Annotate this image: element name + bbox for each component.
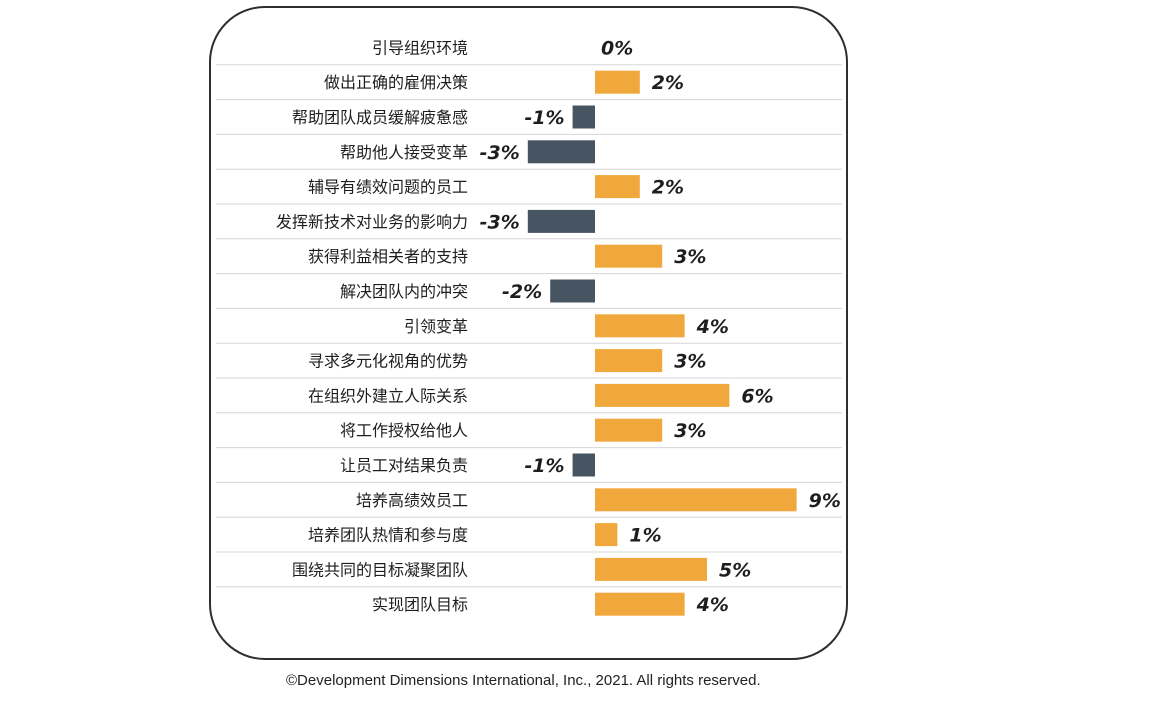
value-label: -3% — [480, 211, 520, 233]
category-label: 获得利益相关者的支持 — [308, 247, 468, 266]
bar — [595, 244, 663, 268]
value-label: -3% — [480, 142, 520, 164]
category-label: 发挥新技术对业务的影响力 — [276, 212, 468, 231]
category-label: 让员工对结果负责 — [340, 456, 468, 475]
value-label: 0% — [601, 37, 633, 59]
category-label: 在组织外建立人际关系 — [308, 386, 468, 405]
category-label: 引导组织环境 — [372, 38, 468, 57]
bar — [595, 592, 685, 616]
bar — [595, 383, 730, 407]
value-label: -1% — [524, 455, 564, 477]
bar — [595, 70, 640, 94]
category-label: 辅导有绩效问题的员工 — [308, 178, 468, 197]
category-label: 引领变革 — [404, 317, 468, 336]
bar — [595, 349, 663, 373]
value-label: 3% — [674, 351, 706, 373]
category-label: 帮助他人接受变革 — [340, 143, 468, 162]
bar — [595, 557, 707, 581]
value-label: -1% — [524, 107, 564, 129]
category-label: 实现团队目标 — [372, 595, 468, 614]
value-label: 3% — [674, 420, 706, 442]
value-label: 3% — [674, 246, 706, 268]
value-label: 9% — [809, 490, 841, 512]
bar — [595, 488, 797, 512]
bar — [550, 279, 595, 303]
copyright-footer: ©Development Dimensions International, I… — [286, 672, 761, 689]
value-label: 4% — [696, 594, 729, 616]
category-label: 培养团队热情和参与度 — [308, 526, 468, 545]
value-label: 1% — [629, 525, 661, 547]
value-label: 6% — [741, 385, 773, 407]
value-label: 2% — [652, 72, 684, 94]
category-label: 做出正确的雇佣决策 — [324, 73, 468, 92]
category-label: 寻求多元化视角的优势 — [308, 352, 468, 371]
category-label: 培养高绩效员工 — [356, 491, 468, 510]
bar — [595, 523, 618, 547]
category-label: 帮助团队成员缓解疲惫感 — [292, 108, 468, 127]
bar — [527, 209, 595, 233]
category-label: 解决团队内的冲突 — [340, 282, 468, 301]
value-label: -2% — [502, 281, 542, 303]
chart-card — [209, 6, 848, 660]
bar — [527, 140, 595, 164]
value-label: 5% — [719, 559, 751, 581]
category-label: 围绕共同的目标凝聚团队 — [292, 560, 468, 579]
value-label: 2% — [652, 177, 684, 199]
bar — [572, 453, 595, 477]
value-label: 4% — [696, 316, 729, 338]
bar — [595, 314, 685, 338]
bar — [595, 175, 640, 199]
bar — [572, 105, 595, 129]
bar — [595, 418, 663, 442]
category-label: 将工作授权给他人 — [340, 421, 468, 440]
